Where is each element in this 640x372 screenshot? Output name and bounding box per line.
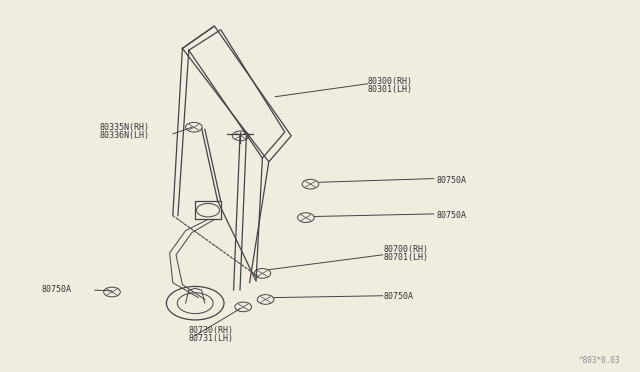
- Text: 80731(LH): 80731(LH): [189, 334, 234, 343]
- Text: 80730(RH): 80730(RH): [189, 326, 234, 335]
- Text: 80750A: 80750A: [384, 292, 414, 301]
- Text: ^803*0.03: ^803*0.03: [579, 356, 621, 365]
- Text: 80335N(RH): 80335N(RH): [99, 123, 149, 132]
- Text: 80750A: 80750A: [42, 285, 72, 294]
- Text: 80300(RH): 80300(RH): [368, 77, 413, 86]
- Text: 80301(LH): 80301(LH): [368, 85, 413, 94]
- Text: 80336N(LH): 80336N(LH): [99, 131, 149, 140]
- Text: 80750A: 80750A: [436, 211, 467, 219]
- Text: 80700(RH): 80700(RH): [384, 245, 429, 254]
- Text: 80701(LH): 80701(LH): [384, 253, 429, 262]
- Text: 80750A: 80750A: [436, 176, 467, 185]
